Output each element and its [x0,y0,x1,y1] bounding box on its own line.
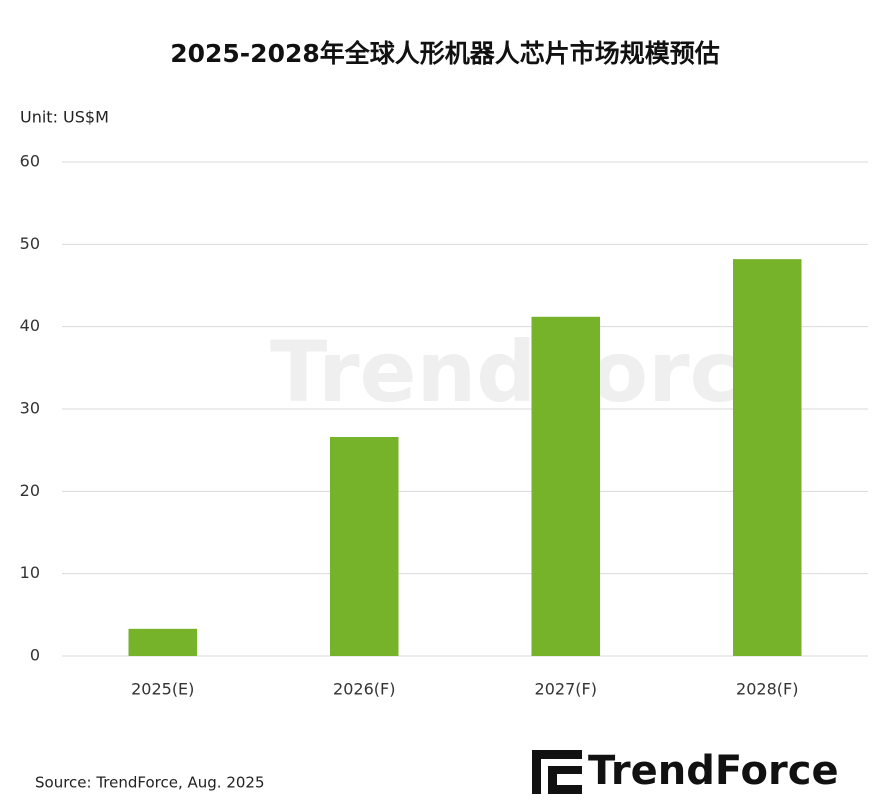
bar [329,436,399,656]
y-tick-label: 60 [20,152,40,171]
y-tick-label: 0 [30,646,40,665]
bar [531,316,601,656]
plot-area: 0 10 20 30 40 50 60 2025(E) 2026(F) 2027(F) 2028(F… [20,152,868,699]
x-tick-label: 2025(E) [131,680,194,699]
logo-text: TrendForce [588,748,839,794]
y-tick-label: 30 [20,399,40,418]
y-tick-label: 20 [20,481,40,500]
bar [128,628,198,656]
unit-label: Unit: US$M [20,108,109,127]
y-tick-label: 10 [20,563,40,582]
x-tick-label: 2028(F) [736,680,798,699]
x-tick-label: 2026(F) [333,680,395,699]
y-tick-label: 50 [20,234,40,253]
y-tick-label: 40 [20,316,40,335]
bar [732,259,802,656]
logo-icon [532,750,582,794]
chart-title: 2025-2028年全球人形机器人芯片市场规模预估 [170,39,720,68]
x-tick-label: 2027(F) [535,680,597,699]
source: Source: TrendForce, Aug. 2025 [35,774,265,792]
